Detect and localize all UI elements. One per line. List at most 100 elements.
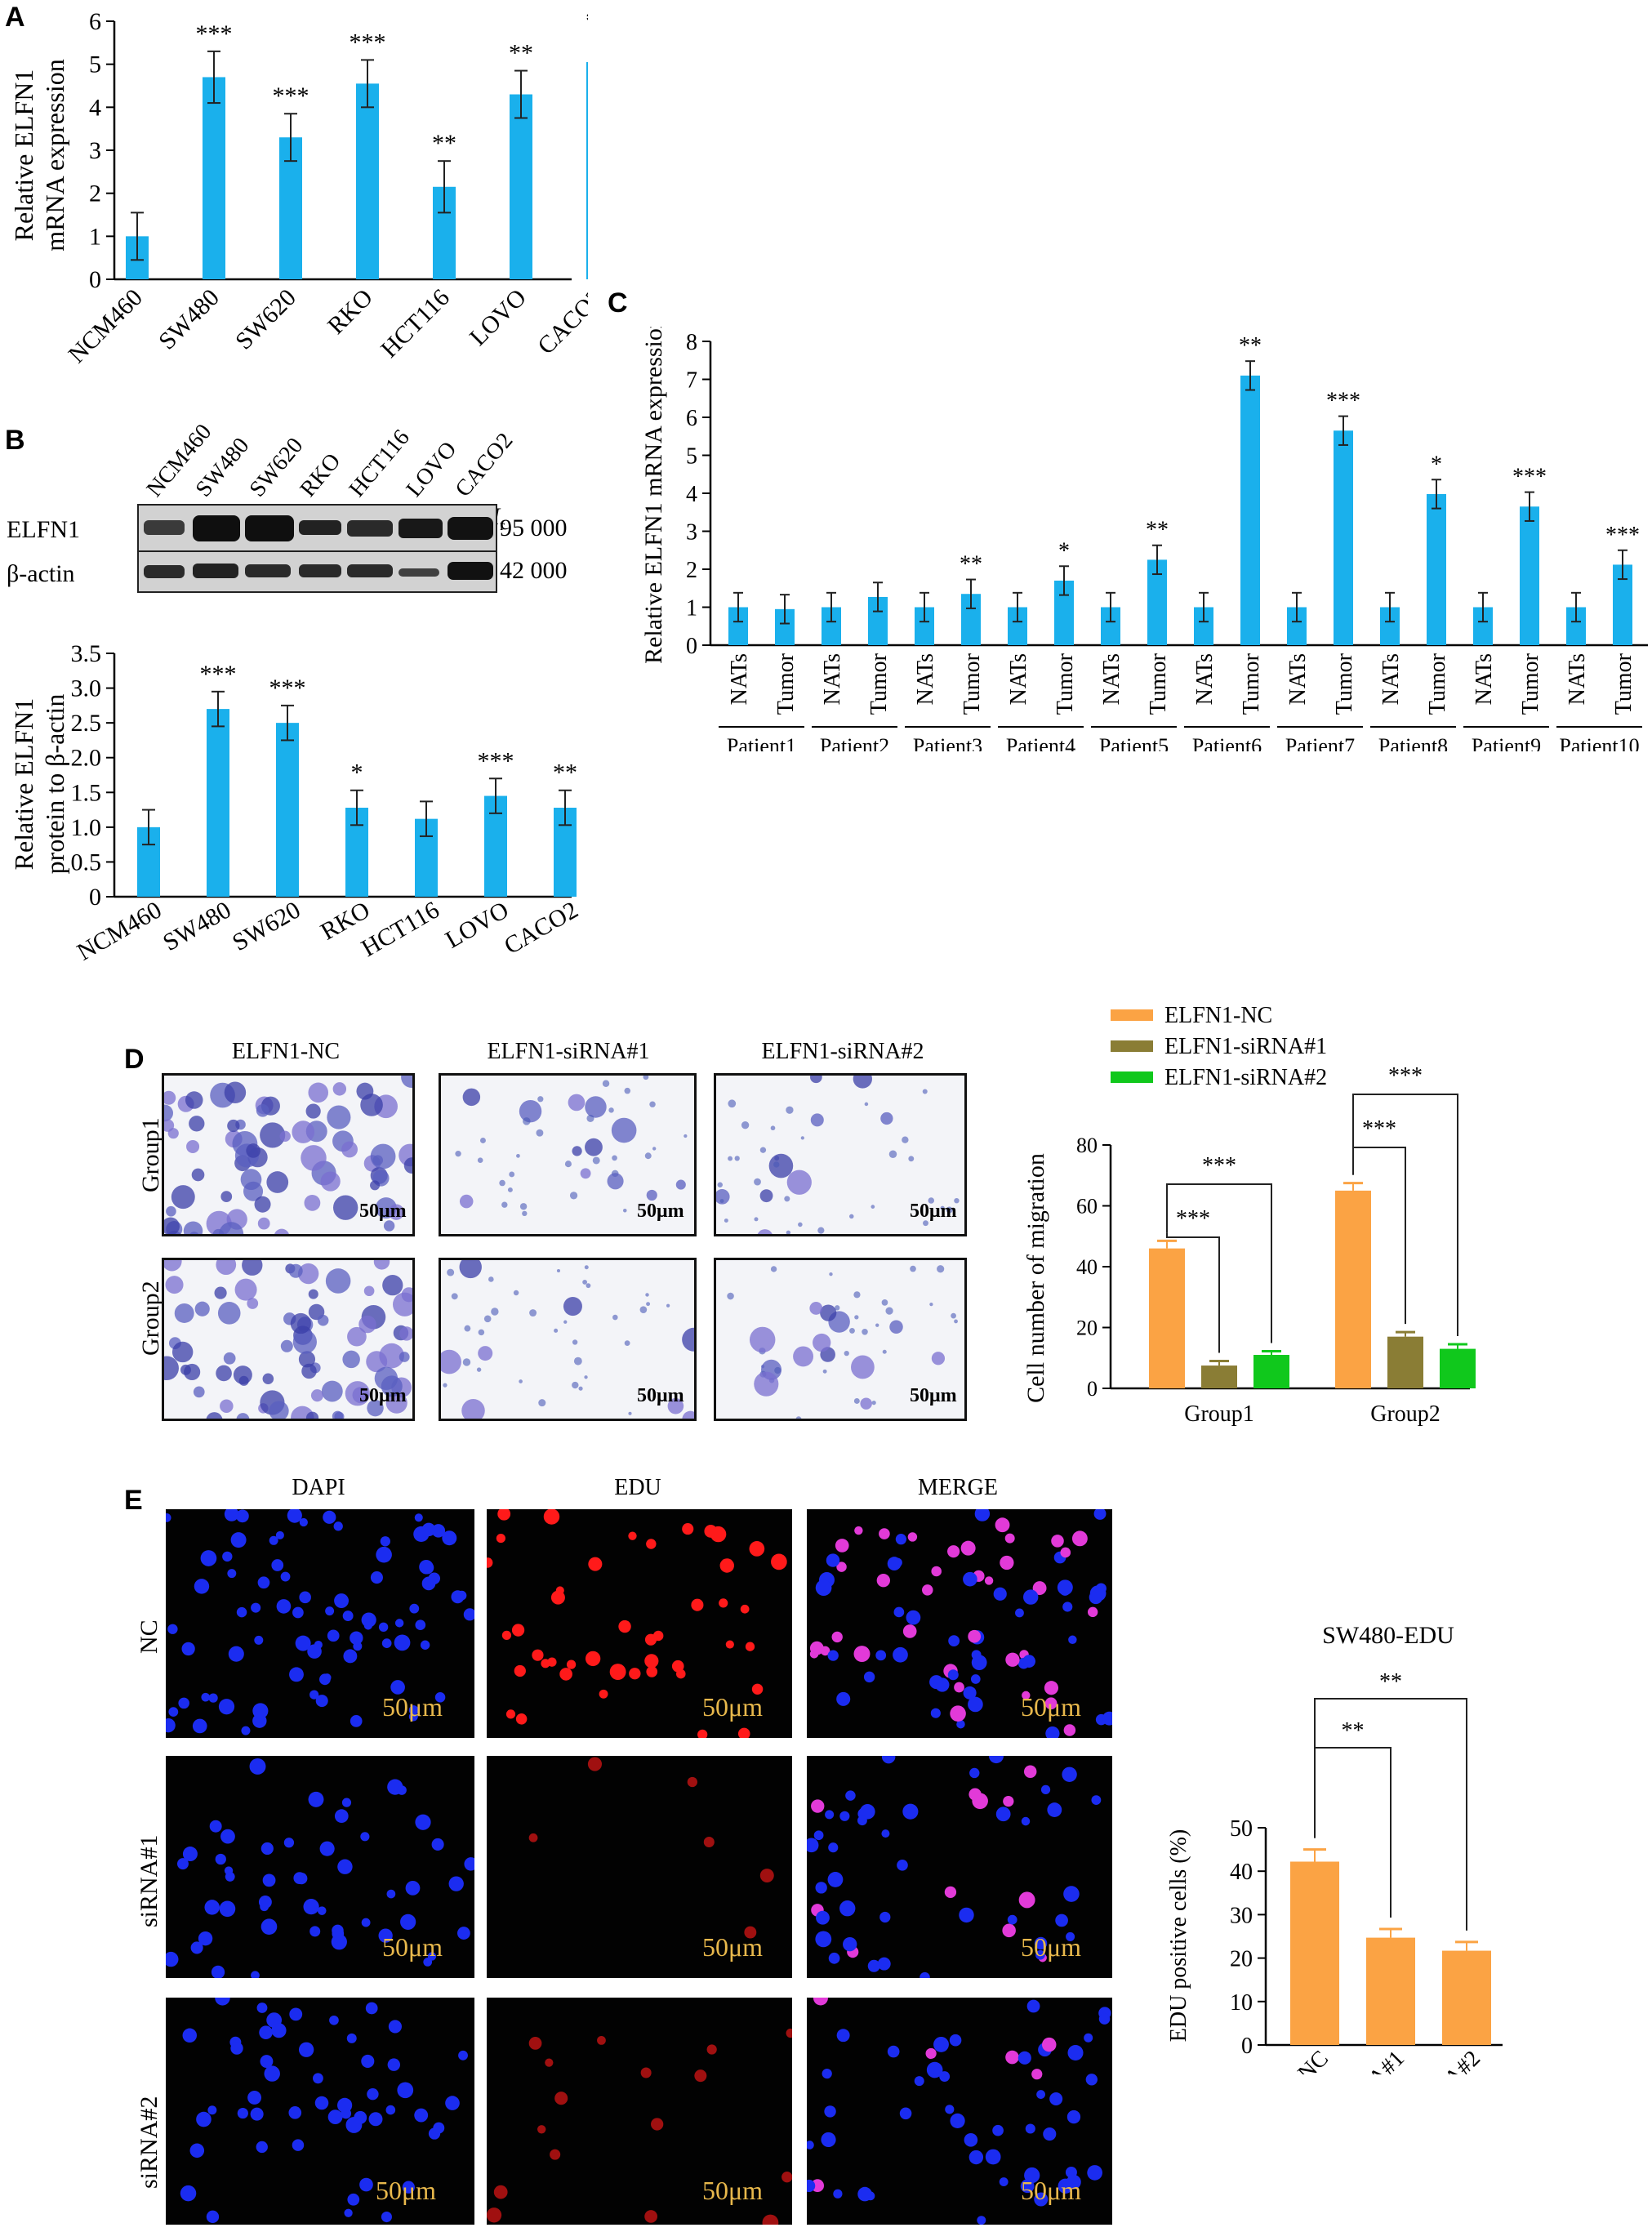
nucleus — [836, 2029, 850, 2043]
y-axis-label: Relative ELFN1 — [9, 698, 38, 871]
nucleus — [178, 1697, 189, 1709]
stained-cell — [931, 1352, 946, 1365]
nucleus — [559, 1668, 572, 1681]
significance-bracket — [1166, 1183, 1272, 1343]
stained-cell — [332, 1410, 344, 1419]
nucleus — [493, 2185, 508, 2199]
x-tick-label: Tumor — [773, 653, 799, 715]
nucleus — [893, 1646, 908, 1663]
fluorescence-texture — [166, 1758, 474, 1978]
nucleus — [370, 1571, 383, 1584]
e-row-label: siRNA#2 — [136, 2096, 163, 2189]
bar — [1253, 1355, 1289, 1388]
nucleus — [317, 1906, 327, 1915]
nucleus — [350, 1715, 363, 1727]
nucleus — [815, 1931, 832, 1948]
stained-cell — [352, 1387, 369, 1404]
nucleus — [922, 1584, 933, 1596]
fluorescence-texture — [528, 1757, 774, 1939]
stained-cell — [447, 1268, 455, 1276]
cell-stain-texture — [164, 1260, 412, 1419]
nucleus — [327, 2109, 343, 2125]
nucleus — [813, 1998, 828, 2006]
scale-label: 50μm — [382, 1692, 443, 1722]
nucleus — [925, 2047, 937, 2060]
stained-cell — [628, 1411, 632, 1415]
nucleus — [434, 1692, 446, 1703]
y-tick-label: 40 — [1076, 1255, 1098, 1279]
x-tick-label: NATs — [1285, 653, 1311, 705]
nucleus — [751, 1683, 764, 1695]
nucleus — [334, 1809, 349, 1824]
nucleus — [235, 1509, 249, 1523]
nucleus — [206, 2210, 220, 2223]
stained-cell — [584, 1375, 588, 1379]
stained-cell — [257, 1217, 270, 1230]
nucleus — [1034, 1936, 1048, 1950]
nucleus — [166, 1956, 174, 1967]
nucleus — [250, 2107, 264, 2121]
nucleus — [166, 1717, 176, 1733]
y-axis-label: EDU positive cells (%) — [1166, 1829, 1191, 2043]
y-tick-label: 7 — [686, 368, 697, 394]
nucleus — [843, 1937, 857, 1952]
stained-cell — [523, 1117, 531, 1125]
nucleus — [1043, 2127, 1057, 2141]
nucleus — [545, 2058, 554, 2067]
nucleus — [857, 2186, 872, 2202]
nucleus — [334, 1593, 350, 1608]
nucleus — [200, 1550, 217, 1566]
stained-cell — [572, 1381, 579, 1389]
stained-cell — [332, 1082, 347, 1096]
stained-cell — [320, 1171, 341, 1192]
stained-cell — [580, 1168, 591, 1179]
nucleus — [907, 1532, 918, 1542]
nucleus — [442, 1530, 457, 1546]
stained-cell — [853, 1076, 872, 1089]
group-label: Patient9 — [1472, 734, 1541, 751]
x-tick-label: NATs — [913, 653, 938, 705]
stained-cell — [573, 1357, 582, 1365]
stained-cell — [301, 1145, 327, 1171]
x-tick-label: NATs — [1378, 653, 1404, 705]
bar — [356, 83, 379, 279]
nucleus — [413, 1526, 430, 1543]
nucleus — [547, 1657, 557, 1667]
y-tick-label: 5 — [89, 51, 101, 78]
stained-cell — [902, 1136, 909, 1143]
nucleus — [361, 1918, 371, 1927]
nucleus — [833, 2189, 843, 2199]
nucleus — [318, 1673, 331, 1686]
nucleus — [260, 2055, 274, 2069]
nucleus — [929, 1675, 944, 1690]
stained-cell — [441, 1349, 461, 1374]
nucleus — [879, 1528, 890, 1539]
stained-cell — [569, 1192, 578, 1200]
stained-cell — [611, 1117, 637, 1143]
stained-cell — [165, 1276, 184, 1294]
nucleus — [1063, 1886, 1080, 1902]
nucleus — [725, 1640, 734, 1649]
nucleus — [427, 1952, 437, 1961]
significance-mark: *** — [478, 747, 514, 774]
significance-mark: ** — [1379, 1669, 1402, 1695]
nucleus — [386, 1889, 396, 1899]
nucleus — [464, 1857, 474, 1871]
e-column-title: EDU — [614, 1475, 661, 1500]
stained-cell — [759, 1147, 767, 1153]
nucleus — [260, 1918, 278, 1935]
nucleus — [1063, 1724, 1076, 1736]
nucleus — [899, 2107, 912, 2120]
significance-mark: *** — [1512, 465, 1547, 490]
stained-cell — [754, 1217, 759, 1222]
nucleus — [368, 2112, 383, 2127]
nucleus — [914, 2076, 924, 2087]
nucleus — [876, 1573, 890, 1588]
micrograph — [714, 1258, 967, 1421]
x-tick-label: Group1 — [1184, 1401, 1254, 1427]
x-tick-label: NATs — [1099, 653, 1124, 705]
y-tick-label: 8 — [686, 330, 697, 355]
nucleus — [342, 1611, 354, 1621]
stained-cell — [928, 1197, 935, 1204]
nucleus — [189, 2143, 205, 2158]
